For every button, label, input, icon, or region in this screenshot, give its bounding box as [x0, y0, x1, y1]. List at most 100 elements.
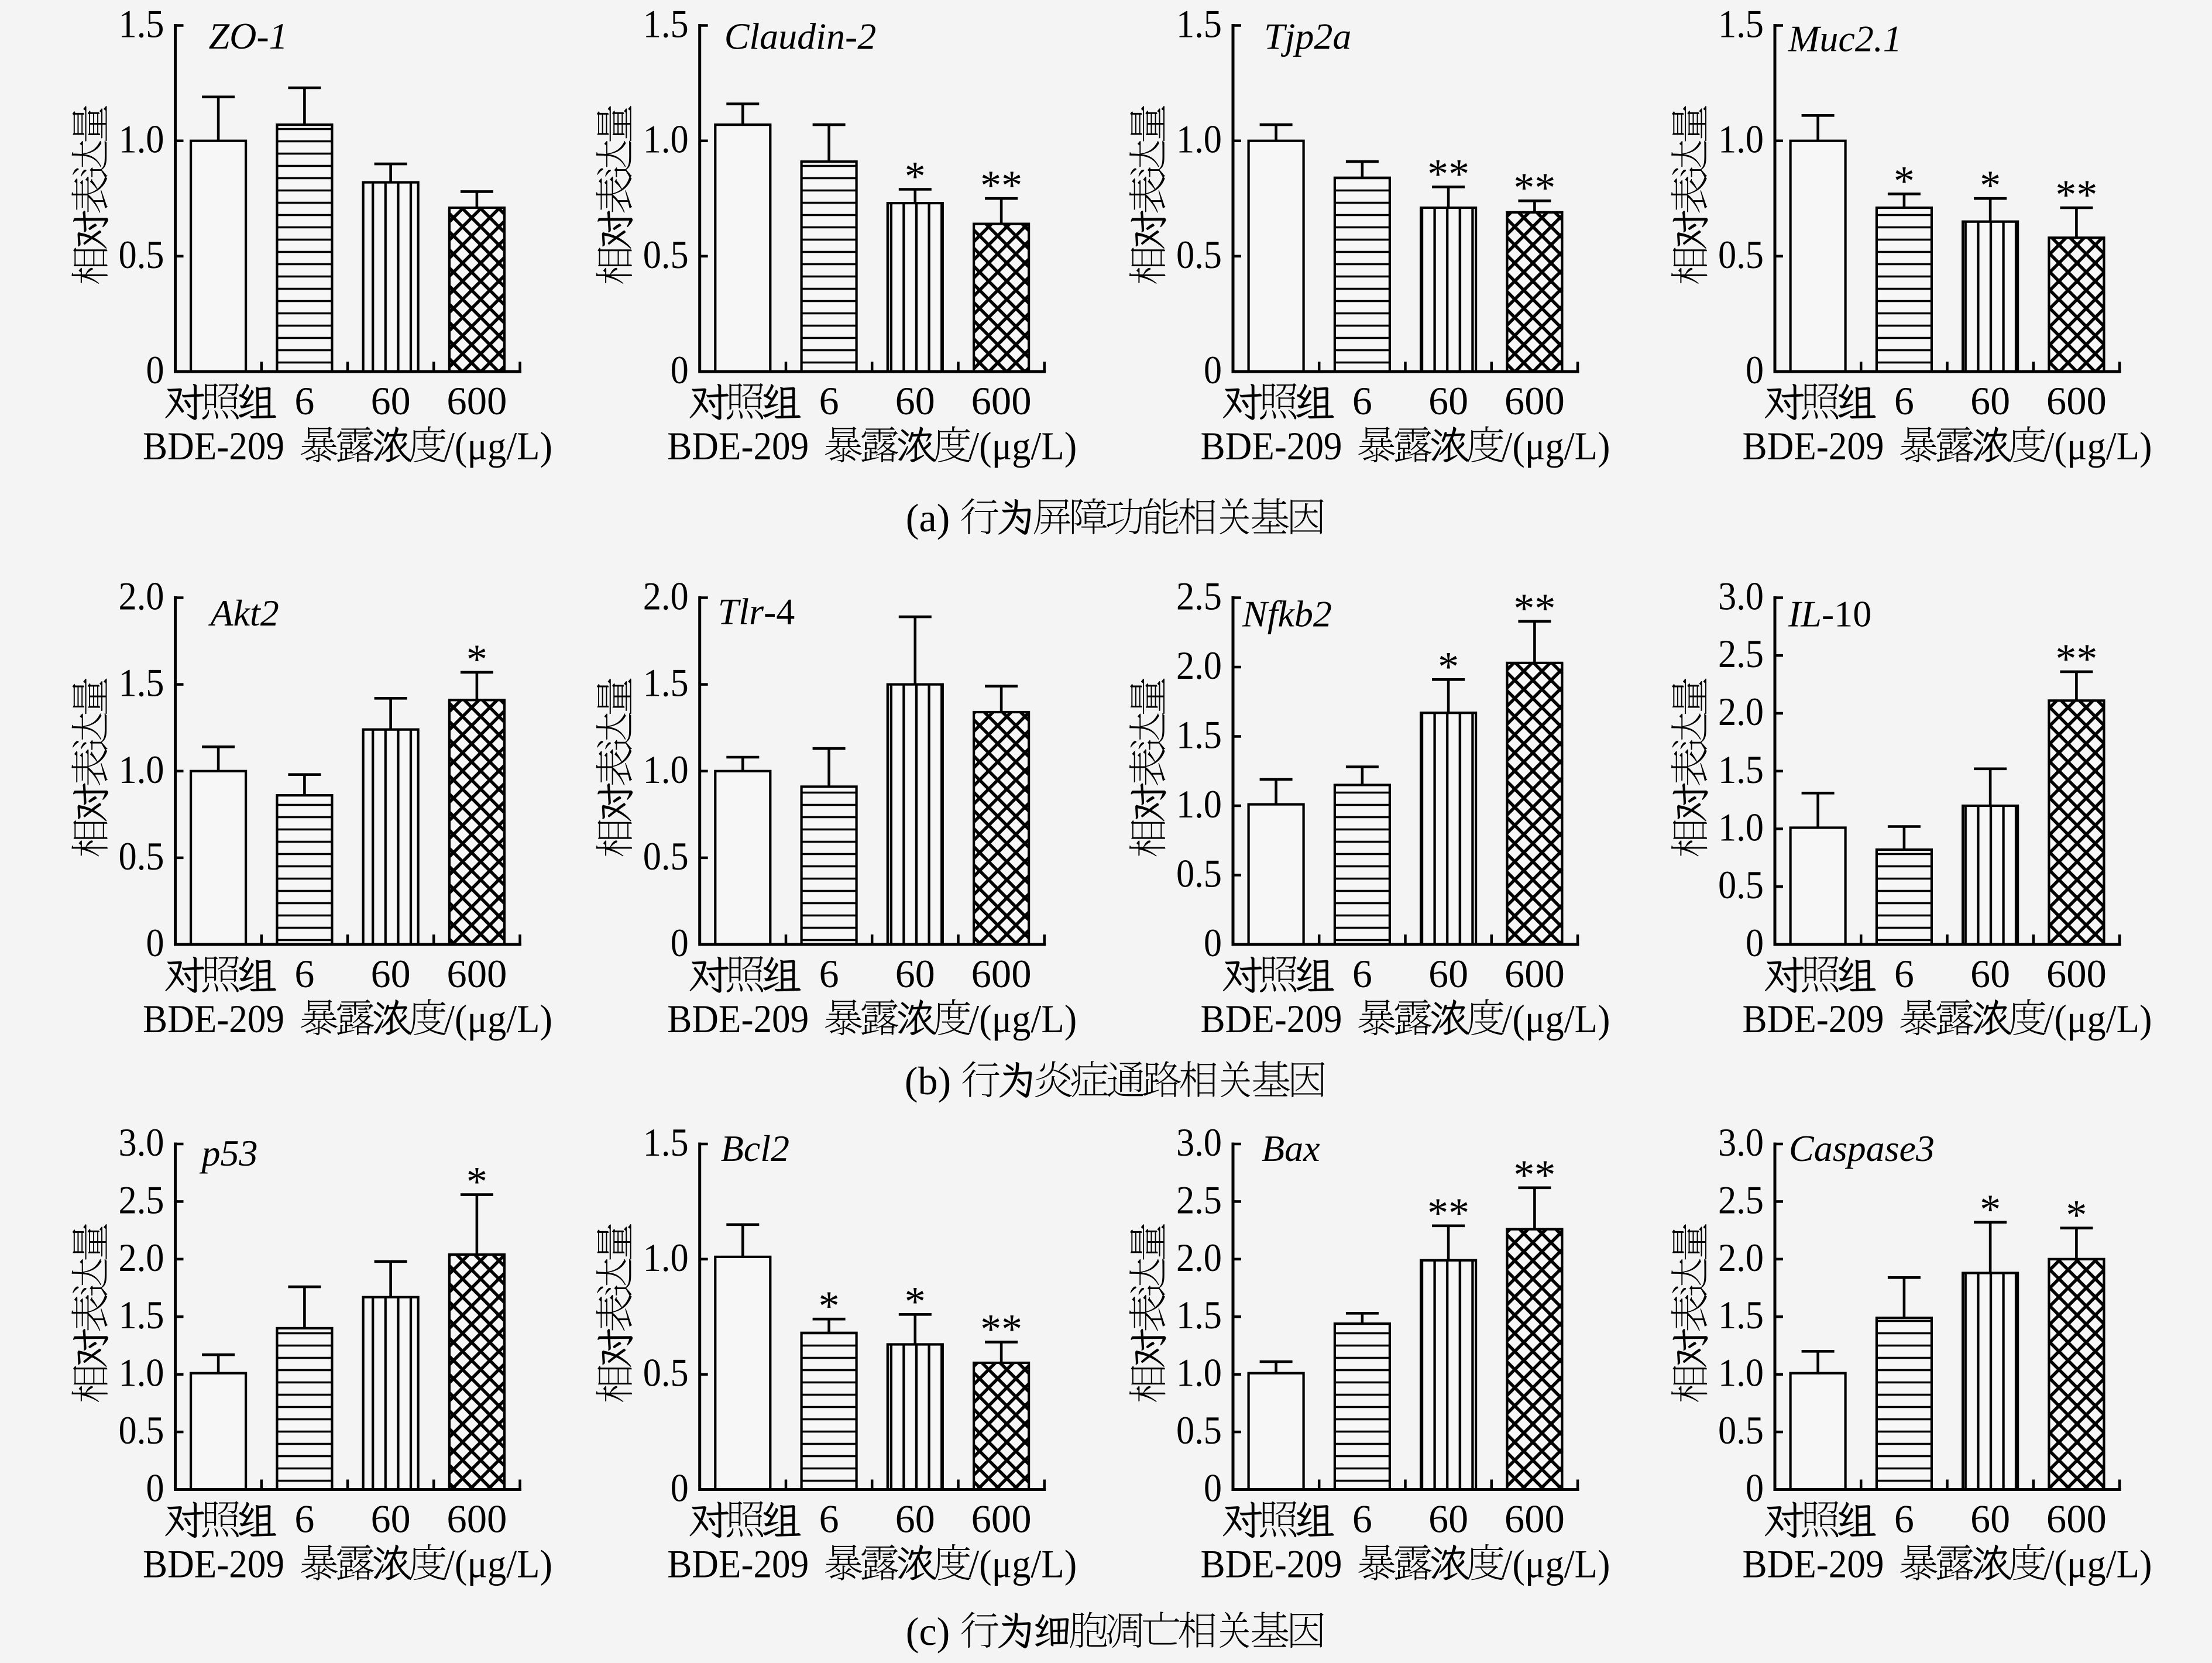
svg-text:*: * — [1980, 162, 2001, 209]
svg-text:600: 600 — [446, 1497, 507, 1541]
svg-text:6: 6 — [1352, 951, 1372, 996]
svg-text:p53: p53 — [200, 1132, 258, 1174]
svg-text:1.0: 1.0 — [1176, 1351, 1222, 1395]
svg-text:1.5: 1.5 — [119, 661, 164, 705]
svg-text:0.5: 0.5 — [1176, 1408, 1222, 1452]
svg-text:0.5: 0.5 — [1176, 851, 1222, 896]
svg-text:1.5: 1.5 — [119, 2, 164, 46]
svg-text:BDE-209: BDE-209 — [143, 997, 284, 1041]
svg-text:Bcl2: Bcl2 — [721, 1128, 789, 1169]
svg-text:1.0: 1.0 — [643, 747, 689, 792]
svg-text:6: 6 — [294, 1497, 314, 1541]
svg-text:**: ** — [2055, 171, 2097, 218]
svg-text:1.5: 1.5 — [1718, 1293, 1764, 1337]
svg-text:60: 60 — [895, 951, 935, 996]
svg-text:BDE-209: BDE-209 — [1743, 1542, 1884, 1586]
svg-text:1.0: 1.0 — [1718, 117, 1764, 162]
svg-text:2.0: 2.0 — [1176, 1235, 1222, 1280]
svg-text:2.5: 2.5 — [1176, 574, 1222, 619]
svg-text:60: 60 — [1428, 951, 1468, 996]
svg-text:6: 6 — [294, 379, 314, 423]
svg-text:1.5: 1.5 — [1176, 713, 1222, 757]
svg-text:60: 60 — [1970, 951, 2010, 996]
svg-text:**: ** — [1513, 1152, 1555, 1198]
svg-text:BDE-209: BDE-209 — [1743, 424, 1884, 468]
svg-text:0: 0 — [1204, 348, 1222, 392]
svg-text:*: * — [819, 1283, 840, 1329]
svg-text:2.0: 2.0 — [1718, 1235, 1764, 1280]
svg-text:600: 600 — [2046, 1497, 2107, 1541]
svg-text:Tjp2a: Tjp2a — [1264, 16, 1351, 57]
svg-text:3.0: 3.0 — [1718, 1120, 1764, 1164]
svg-text:1.0: 1.0 — [119, 747, 164, 792]
svg-text:Tlr-4: Tlr-4 — [718, 591, 795, 633]
svg-text:**: ** — [980, 162, 1022, 209]
svg-text:1.0: 1.0 — [1718, 805, 1764, 850]
svg-text:0.5: 0.5 — [1718, 1408, 1764, 1452]
svg-text:*: * — [1894, 157, 1915, 204]
svg-text:/(μg/L): /(μg/L) — [444, 1542, 552, 1586]
svg-text:60: 60 — [371, 1497, 411, 1541]
svg-text:600: 600 — [446, 951, 507, 996]
svg-text:6: 6 — [819, 951, 839, 996]
svg-text:(b): (b) — [905, 1059, 951, 1103]
svg-text:*: * — [905, 153, 926, 200]
svg-text:0.5: 0.5 — [119, 834, 164, 878]
svg-text:1.0: 1.0 — [119, 1351, 164, 1395]
svg-text:*: * — [466, 1159, 487, 1205]
svg-text:*: * — [2066, 1192, 2087, 1239]
svg-text:BDE-209: BDE-209 — [1201, 997, 1342, 1041]
svg-text:1.0: 1.0 — [643, 1235, 689, 1280]
svg-text:0: 0 — [1746, 920, 1764, 965]
svg-text:BDE-209: BDE-209 — [667, 997, 809, 1041]
svg-text:1.5: 1.5 — [643, 661, 689, 705]
svg-text:6: 6 — [1894, 1497, 1914, 1541]
svg-text:6: 6 — [1894, 379, 1914, 423]
svg-text:1.5: 1.5 — [1176, 1293, 1222, 1337]
svg-text:IL-10: IL-10 — [1788, 593, 1871, 635]
svg-text:0.5: 0.5 — [119, 232, 164, 277]
svg-text:600: 600 — [1505, 1497, 1565, 1541]
svg-text:(c): (c) — [906, 1609, 950, 1654]
svg-text:**: ** — [1513, 585, 1555, 632]
svg-text:*: * — [466, 636, 487, 683]
svg-text:0: 0 — [1204, 1466, 1222, 1510]
svg-text:/(μg/L): /(μg/L) — [1502, 997, 1610, 1041]
svg-text:Akt2: Akt2 — [208, 592, 279, 634]
svg-text:0: 0 — [671, 920, 689, 965]
svg-text:**: ** — [1427, 151, 1469, 198]
svg-text:Claudin-2: Claudin-2 — [724, 16, 877, 57]
svg-text:60: 60 — [1428, 1497, 1468, 1541]
svg-text:/(μg/L): /(μg/L) — [1502, 1542, 1610, 1586]
svg-text:1.5: 1.5 — [1718, 747, 1764, 792]
svg-text:60: 60 — [371, 951, 411, 996]
svg-text:600: 600 — [1505, 951, 1565, 996]
svg-text:60: 60 — [1970, 379, 2010, 423]
svg-text:/(μg/L): /(μg/L) — [1502, 424, 1610, 468]
svg-text:6: 6 — [819, 379, 839, 423]
svg-text:2.0: 2.0 — [119, 574, 164, 619]
svg-text:3.0: 3.0 — [1718, 574, 1764, 619]
svg-text:BDE-209: BDE-209 — [1201, 1542, 1342, 1586]
svg-text:0: 0 — [146, 348, 164, 392]
svg-text:/(μg/L): /(μg/L) — [968, 1542, 1077, 1586]
svg-text:600: 600 — [971, 379, 1032, 423]
svg-text:0.5: 0.5 — [643, 1351, 689, 1395]
svg-text:0.5: 0.5 — [119, 1408, 164, 1452]
svg-text:2.0: 2.0 — [1176, 643, 1222, 688]
svg-text:0.5: 0.5 — [1718, 232, 1764, 277]
svg-text:1.0: 1.0 — [119, 117, 164, 162]
svg-text:1.5: 1.5 — [119, 1293, 164, 1337]
svg-text:BDE-209: BDE-209 — [1201, 424, 1342, 468]
svg-text:*: * — [1438, 643, 1459, 690]
svg-text:ZO-1: ZO-1 — [209, 15, 288, 57]
svg-text:2.0: 2.0 — [1718, 689, 1764, 734]
svg-text:(a): (a) — [906, 496, 950, 540]
svg-text:0: 0 — [671, 1466, 689, 1510]
svg-text:600: 600 — [446, 379, 507, 423]
svg-text:0: 0 — [146, 1466, 164, 1510]
svg-text:600: 600 — [971, 1497, 1032, 1541]
svg-text:0: 0 — [1746, 1466, 1764, 1510]
svg-text:60: 60 — [895, 379, 935, 423]
svg-text:/(μg/L): /(μg/L) — [968, 424, 1077, 468]
